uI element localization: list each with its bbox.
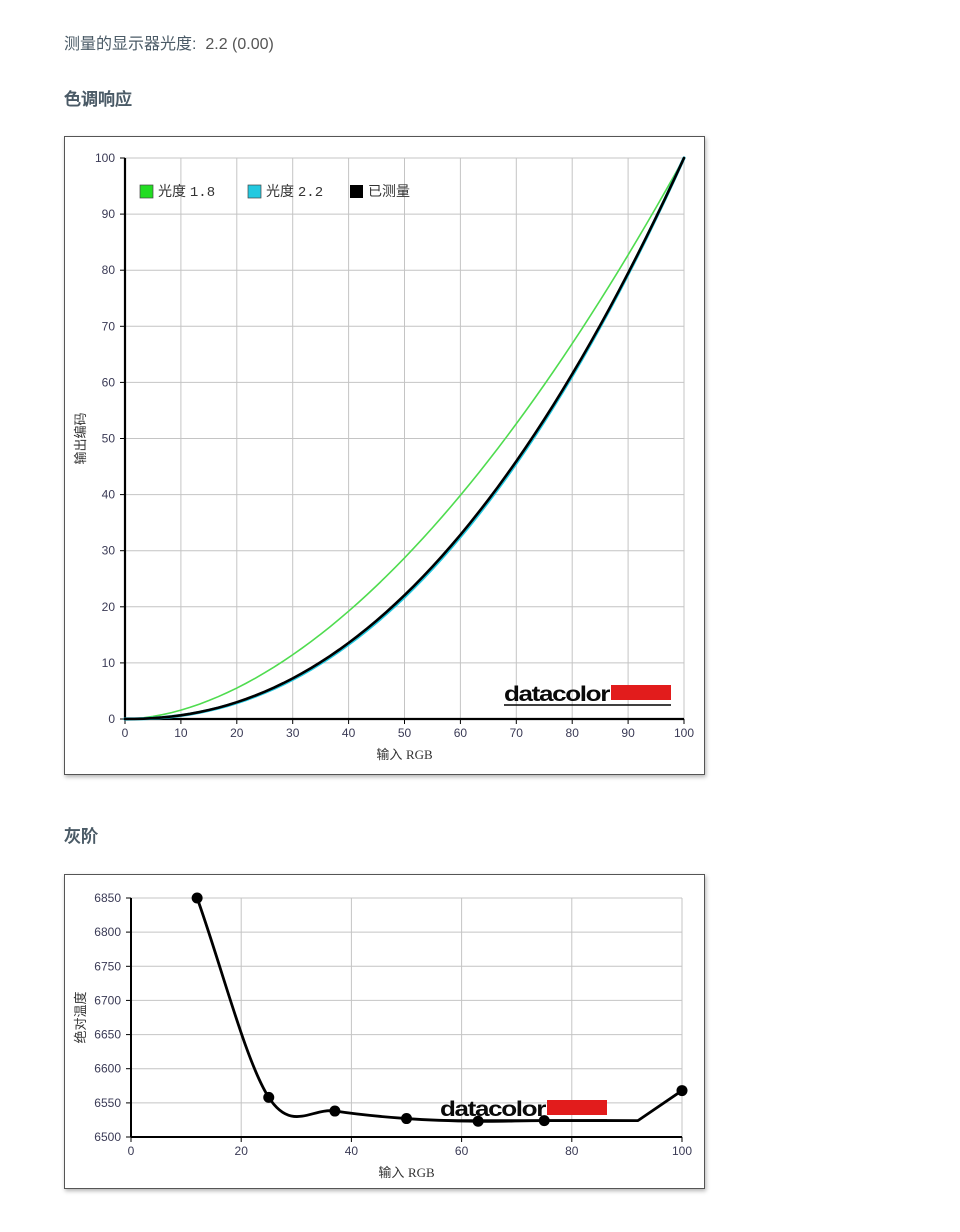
svg-text:20: 20 [102,600,116,614]
svg-text:40: 40 [102,488,116,502]
svg-text:0: 0 [128,1144,135,1158]
svg-text:6800: 6800 [94,925,121,939]
svg-text:90: 90 [621,726,635,740]
svg-text:光度 1.8: 光度 1.8 [158,183,215,201]
svg-text:输入 RGB: 输入 RGB [378,1165,435,1180]
svg-text:输入 RGB: 输入 RGB [376,747,433,762]
svg-text:100: 100 [95,151,115,165]
svg-text:datacolor: datacolor [504,683,610,706]
svg-text:40: 40 [345,1144,359,1158]
svg-text:datacolor: datacolor [440,1098,546,1121]
svg-text:10: 10 [174,726,188,740]
svg-text:80: 80 [565,1144,579,1158]
svg-text:6850: 6850 [94,891,121,905]
svg-text:6500: 6500 [94,1130,121,1144]
svg-text:绝对温度: 绝对温度 [73,991,88,1043]
svg-text:0: 0 [108,712,115,726]
svg-text:输出编码: 输出编码 [73,412,88,464]
svg-text:60: 60 [455,1144,469,1158]
svg-text:6550: 6550 [94,1096,121,1110]
svg-text:80: 80 [566,726,580,740]
svg-text:30: 30 [286,726,300,740]
svg-text:60: 60 [102,375,116,389]
svg-text:6650: 6650 [94,1028,121,1042]
svg-text:已测量: 已测量 [368,183,410,199]
svg-text:6750: 6750 [94,959,121,973]
svg-text:6600: 6600 [94,1062,121,1076]
svg-text:100: 100 [672,1144,692,1158]
svg-text:0: 0 [122,726,129,740]
svg-text:6700: 6700 [94,993,121,1007]
svg-text:90: 90 [102,207,116,221]
svg-text:20: 20 [235,1144,249,1158]
svg-text:100: 100 [674,726,694,740]
svg-text:50: 50 [398,726,412,740]
svg-text:40: 40 [342,726,356,740]
svg-text:30: 30 [102,544,116,558]
svg-text:70: 70 [102,319,116,333]
svg-text:光度 2.2: 光度 2.2 [266,183,323,201]
svg-text:70: 70 [510,726,524,740]
svg-text:60: 60 [454,726,468,740]
svg-text:80: 80 [102,263,116,277]
svg-text:20: 20 [230,726,244,740]
svg-text:10: 10 [102,656,116,670]
svg-text:50: 50 [102,432,116,446]
